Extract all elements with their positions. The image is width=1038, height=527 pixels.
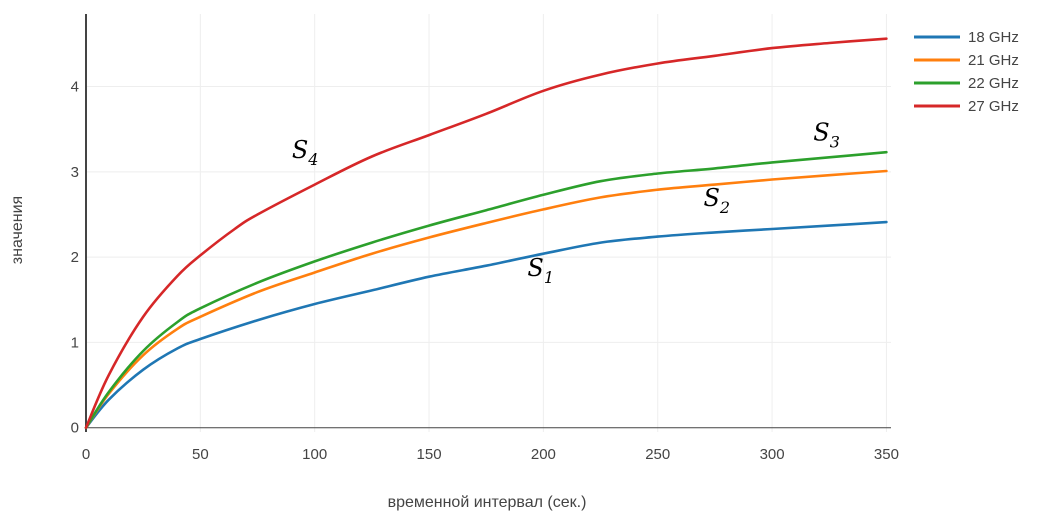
- x-tick-label: 250: [645, 446, 670, 463]
- x-tick-label: 300: [760, 446, 785, 463]
- curve-labels: S1 S2 S3 S4: [292, 118, 840, 287]
- curve-label-2: S2: [703, 184, 730, 217]
- legend: 18 GHz 21 GHz 22 GHz 27 GHz: [914, 29, 1019, 115]
- series-line-2: [84, 169, 888, 429]
- y-tick-label: 1: [71, 334, 79, 351]
- grid-lines: [86, 14, 891, 432]
- y-tick-label: 3: [71, 164, 79, 181]
- y-axis-title: значения: [9, 196, 26, 264]
- y-tick-label: 2: [71, 249, 79, 266]
- curve-label-1: S1: [527, 254, 554, 287]
- y-tick-label: 0: [71, 420, 79, 437]
- legend-label-4: 27 GHz: [968, 98, 1019, 115]
- y-tick-label: 4: [71, 79, 79, 96]
- series-layer: [84, 37, 888, 429]
- curve-label-3: S3: [813, 118, 840, 151]
- x-tick-label: 100: [302, 446, 327, 463]
- legend-label-2: 21 GHz: [968, 52, 1019, 69]
- x-tick-label: 0: [82, 446, 90, 463]
- legend-label-1: 18 GHz: [968, 29, 1019, 46]
- x-tick-label: 200: [531, 446, 556, 463]
- series-line-4: [84, 37, 888, 429]
- curve-label-4: S4: [292, 136, 319, 169]
- x-axis-title: временной интервал (сек.): [388, 494, 587, 511]
- axes: 0 50 100 150 200 250 300 350 0 1 2 3 4: [71, 14, 899, 463]
- x-tick-label: 150: [417, 446, 442, 463]
- series-line-3: [84, 150, 888, 429]
- legend-label-3: 22 GHz: [968, 75, 1019, 92]
- x-tick-label: 350: [874, 446, 899, 463]
- series-line-1: [84, 220, 888, 429]
- x-tick-label: 50: [192, 446, 209, 463]
